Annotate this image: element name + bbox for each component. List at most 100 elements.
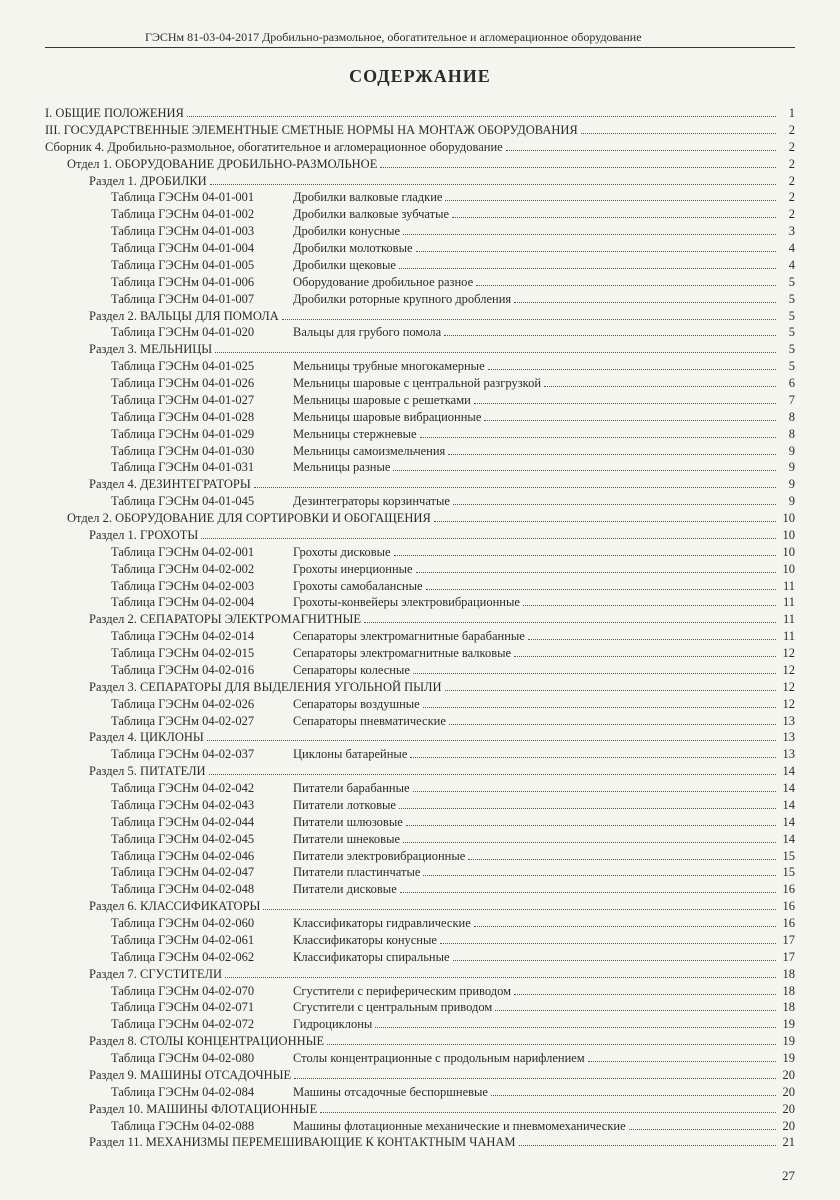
toc-entry-page: 16 xyxy=(779,881,795,898)
toc-table-code: Таблица ГЭСНм 04-02-015 xyxy=(111,645,293,662)
toc-table-entry: Таблица ГЭСНм 04-02-046Питатели электров… xyxy=(45,848,795,865)
toc-table-entry: Таблица ГЭСНм 04-02-042Питатели барабанн… xyxy=(45,780,795,797)
leader-dots xyxy=(399,268,776,269)
toc-table-desc: Сепараторы электромагнитные барабанные xyxy=(293,628,525,645)
toc-entry-text: Отдел 2. ОБОРУДОВАНИЕ ДЛЯ СОРТИРОВКИ И О… xyxy=(67,510,431,527)
toc-table-code: Таблица ГЭСНм 04-01-031 xyxy=(111,459,293,476)
toc-entry-page: 18 xyxy=(779,983,795,1000)
toc-table-desc: Мельницы шаровые с центральной разгрузко… xyxy=(293,375,541,392)
toc-entry-page: 13 xyxy=(779,713,795,730)
leader-dots xyxy=(201,538,776,539)
toc-entry-page: 19 xyxy=(779,1016,795,1033)
toc-entry: Отдел 2. ОБОРУДОВАНИЕ ДЛЯ СОРТИРОВКИ И О… xyxy=(45,510,795,527)
toc-table-entry: Таблица ГЭСНм 04-01-004Дробилки молотков… xyxy=(45,240,795,257)
toc-table-entry: Таблица ГЭСНм 04-02-016Сепараторы колесн… xyxy=(45,662,795,679)
toc-entry-text: Раздел 4. ДЕЗИНТЕГРАТОРЫ xyxy=(89,476,251,493)
toc-table-entry: Таблица ГЭСНм 04-02-084Машины отсадочные… xyxy=(45,1084,795,1101)
toc-entry-page: 9 xyxy=(779,493,795,510)
toc-entry-page: 10 xyxy=(779,561,795,578)
leader-dots xyxy=(416,572,776,573)
toc-entry-page: 14 xyxy=(779,780,795,797)
toc-table-entry: Таблица ГЭСНм 04-01-002Дробилки валковые… xyxy=(45,206,795,223)
toc-table-entry: Таблица ГЭСНм 04-01-006Оборудование дроб… xyxy=(45,274,795,291)
toc-table-code: Таблица ГЭСНм 04-01-025 xyxy=(111,358,293,375)
toc-table-desc: Мельницы стержневые xyxy=(293,426,417,443)
leader-dots xyxy=(474,403,776,404)
toc-table-desc: Классификаторы конусные xyxy=(293,932,437,949)
leader-dots xyxy=(519,1145,776,1146)
toc-table-desc: Питатели шнековые xyxy=(293,831,400,848)
toc-table-code: Таблица ГЭСНм 04-02-061 xyxy=(111,932,293,949)
leader-dots xyxy=(209,774,776,775)
toc-table-desc: Дробилки конусные xyxy=(293,223,400,240)
toc-title: СОДЕРЖАНИЕ xyxy=(45,66,795,87)
toc-table-desc: Грохоты-конвейеры электровибрационные xyxy=(293,594,520,611)
toc-table-desc: Циклоны батарейные xyxy=(293,746,407,763)
toc-table-code: Таблица ГЭСНм 04-02-044 xyxy=(111,814,293,831)
toc-table-entry: Таблица ГЭСНм 04-02-003Грохоты самобалан… xyxy=(45,578,795,595)
leader-dots xyxy=(544,386,776,387)
toc-table-desc: Сепараторы пневматические xyxy=(293,713,446,730)
leader-dots xyxy=(225,977,776,978)
toc-entry-page: 5 xyxy=(779,324,795,341)
toc-entry: Раздел 8. СТОЛЫ КОНЦЕНТРАЦИОННЫЕ19 xyxy=(45,1033,795,1050)
toc-table-entry: Таблица ГЭСНм 04-01-007Дробилки роторные… xyxy=(45,291,795,308)
toc-table-code: Таблица ГЭСНм 04-01-001 xyxy=(111,189,293,206)
toc-table-entry: Таблица ГЭСНм 04-02-047Питатели пластинч… xyxy=(45,864,795,881)
leader-dots xyxy=(440,943,776,944)
toc-entry-page: 17 xyxy=(779,932,795,949)
leader-dots xyxy=(468,859,776,860)
toc-entry-page: 10 xyxy=(779,527,795,544)
leader-dots xyxy=(495,1010,776,1011)
toc-entry: Сборник 4. Дробильно-размольное, обогати… xyxy=(45,139,795,156)
toc-entry-page: 16 xyxy=(779,898,795,915)
toc-entry-page: 8 xyxy=(779,426,795,443)
leader-dots xyxy=(484,420,776,421)
toc-table-entry: Таблица ГЭСНм 04-01-028Мельницы шаровые … xyxy=(45,409,795,426)
toc-entry-page: 18 xyxy=(779,966,795,983)
toc-entry-text: Раздел 2. СЕПАРАТОРЫ ЭЛЕКТРОМАГНИТНЫЕ xyxy=(89,611,361,628)
leader-dots xyxy=(449,724,776,725)
toc-entry-page: 15 xyxy=(779,848,795,865)
toc-table-desc: Мельницы трубные многокамерные xyxy=(293,358,485,375)
leader-dots xyxy=(528,639,776,640)
toc-entry-page: 11 xyxy=(779,611,795,628)
toc-table-code: Таблица ГЭСНм 04-01-003 xyxy=(111,223,293,240)
toc-entry-page: 20 xyxy=(779,1084,795,1101)
leader-dots xyxy=(399,808,776,809)
toc-table-entry: Таблица ГЭСНм 04-02-048Питатели дисковые… xyxy=(45,881,795,898)
toc-table-code: Таблица ГЭСНм 04-02-014 xyxy=(111,628,293,645)
toc-table-code: Таблица ГЭСНм 04-02-046 xyxy=(111,848,293,865)
toc-table-desc: Мельницы самоизмельчения xyxy=(293,443,445,460)
toc-table-desc: Классификаторы спиральные xyxy=(293,949,450,966)
toc-table-entry: Таблица ГЭСНм 04-02-026Сепараторы воздуш… xyxy=(45,696,795,713)
toc-entry: III. ГОСУДАРСТВЕННЫЕ ЭЛЕМЕНТНЫЕ СМЕТНЫЕ … xyxy=(45,122,795,139)
toc-entry-text: Отдел 1. ОБОРУДОВАНИЕ ДРОБИЛЬНО-РАЗМОЛЬН… xyxy=(67,156,377,173)
page-header: ГЭСНм 81-03-04-2017 Дробильно-размольное… xyxy=(45,30,795,48)
toc-table-desc: Мельницы шаровые с решетками xyxy=(293,392,471,409)
toc-entry: Раздел 11. МЕХАНИЗМЫ ПЕРЕМЕШИВАЮЩИЕ К КО… xyxy=(45,1134,795,1151)
toc-entry-page: 8 xyxy=(779,409,795,426)
toc-table-code: Таблица ГЭСНм 04-02-071 xyxy=(111,999,293,1016)
leader-dots xyxy=(629,1129,776,1130)
toc-table-desc: Дезинтеграторы корзинчатые xyxy=(293,493,450,510)
toc-entry-text: Раздел 10. МАШИНЫ ФЛОТАЦИОННЫЕ xyxy=(89,1101,317,1118)
leader-dots xyxy=(263,909,776,910)
toc-entry-page: 5 xyxy=(779,308,795,325)
toc-table-code: Таблица ГЭСНм 04-01-005 xyxy=(111,257,293,274)
toc-table-code: Таблица ГЭСНм 04-02-048 xyxy=(111,881,293,898)
toc-table-entry: Таблица ГЭСНм 04-02-060Классификаторы ги… xyxy=(45,915,795,932)
toc-table-code: Таблица ГЭСНм 04-01-030 xyxy=(111,443,293,460)
toc-table-desc: Дробилки роторные крупного дробления xyxy=(293,291,511,308)
toc-table-code: Таблица ГЭСНм 04-01-027 xyxy=(111,392,293,409)
toc-table-desc: Сепараторы электромагнитные валковые xyxy=(293,645,511,662)
toc-entry-page: 6 xyxy=(779,375,795,392)
toc-table-code: Таблица ГЭСНм 04-02-084 xyxy=(111,1084,293,1101)
toc-table-entry: Таблица ГЭСНм 04-02-004Грохоты-конвейеры… xyxy=(45,594,795,611)
toc-table-code: Таблица ГЭСНм 04-01-045 xyxy=(111,493,293,510)
toc-table-code: Таблица ГЭСНм 04-01-028 xyxy=(111,409,293,426)
leader-dots xyxy=(403,842,776,843)
toc-table-entry: Таблица ГЭСНм 04-01-005Дробилки щековые4 xyxy=(45,257,795,274)
table-of-contents: I. ОБЩИЕ ПОЛОЖЕНИЯ1III. ГОСУДАРСТВЕННЫЕ … xyxy=(45,105,795,1151)
toc-entry: Раздел 10. МАШИНЫ ФЛОТАЦИОННЫЕ20 xyxy=(45,1101,795,1118)
